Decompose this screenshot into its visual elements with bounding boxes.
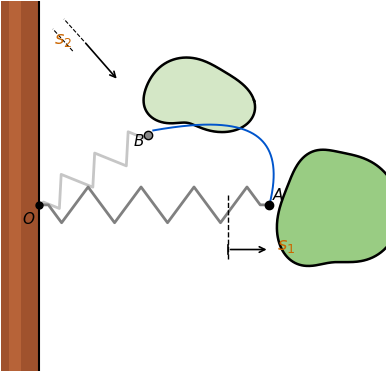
Bar bbox=[9, 1, 21, 371]
Text: $O$: $O$ bbox=[22, 211, 35, 227]
Polygon shape bbox=[277, 150, 387, 266]
Text: $B$: $B$ bbox=[133, 133, 144, 149]
Bar bbox=[2, 1, 39, 371]
Polygon shape bbox=[144, 58, 255, 132]
Text: $s_1$: $s_1$ bbox=[277, 237, 296, 256]
Text: $A$: $A$ bbox=[272, 187, 284, 203]
Text: $s_2$: $s_2$ bbox=[54, 31, 72, 49]
